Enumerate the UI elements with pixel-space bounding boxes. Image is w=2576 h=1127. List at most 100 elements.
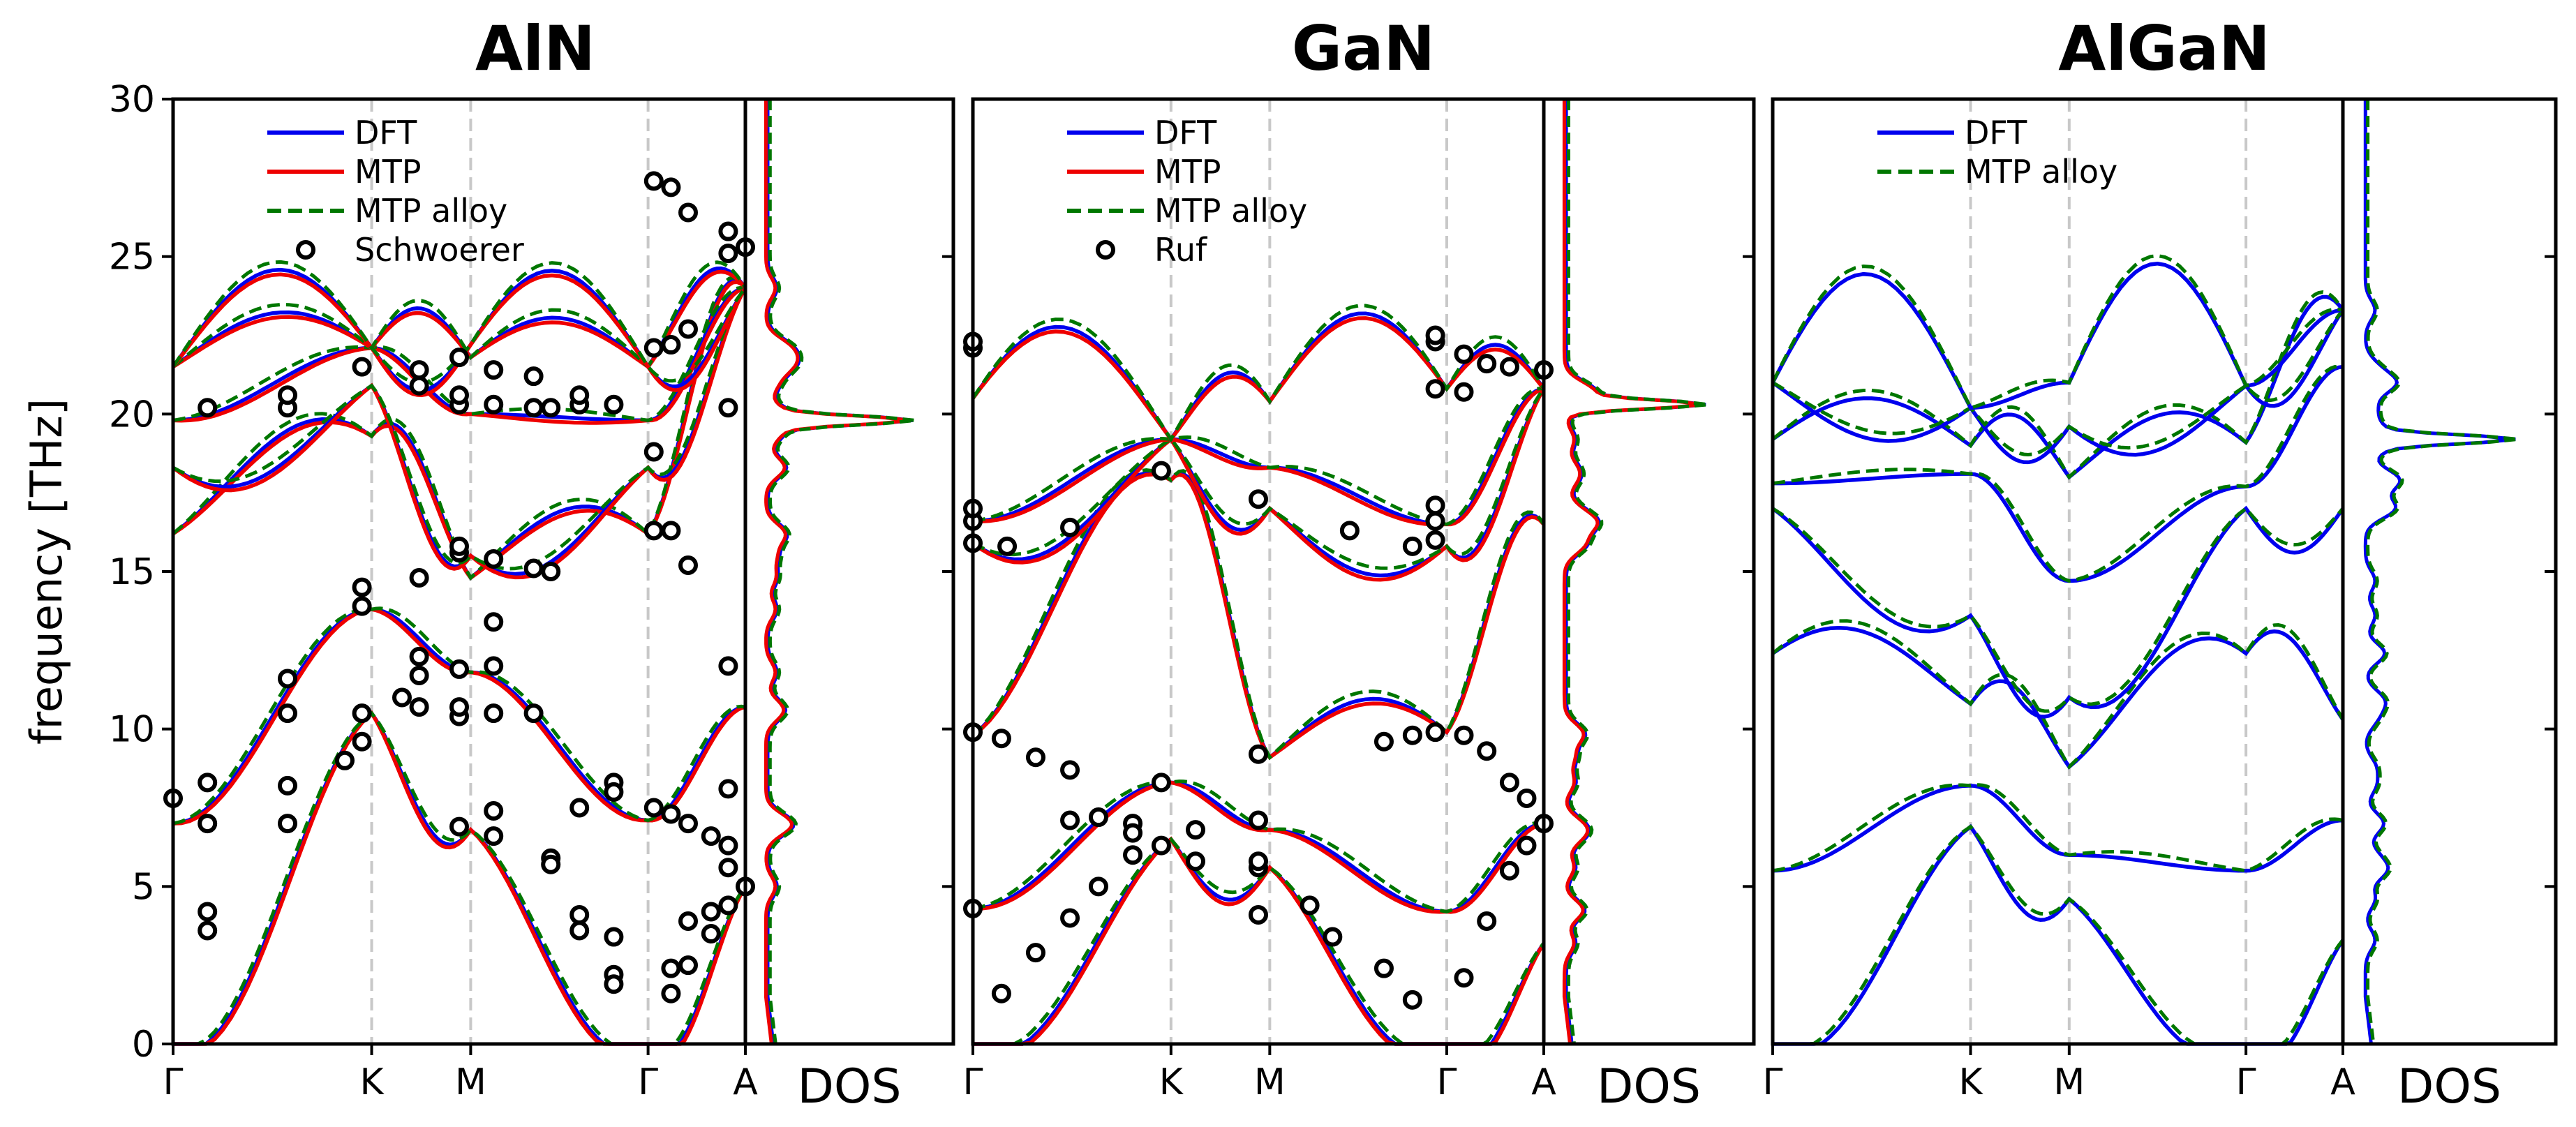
dispersion-branch-dft [1771,505,2345,719]
dispersion-branch-mtp-alloy [172,260,747,370]
experiment-point [1060,760,1080,780]
experiment-point [643,442,664,462]
experiment-point [1249,489,1268,509]
experiment-point [523,703,544,724]
legend-label: MTP [1154,153,1221,191]
dispersion-branch-mtp [172,287,747,580]
dispersion-branch-mtp-alloy [173,710,747,1046]
experiment-point [1025,943,1045,963]
experiment-point [1402,990,1422,1010]
legend-label: DFT [1154,114,1217,151]
experiment-point [718,398,738,418]
experiment-point [449,348,469,368]
dispersion-branch-mtp-alloy [1772,783,2344,873]
experiment-point [1249,744,1268,764]
experiment-point [701,902,721,922]
experiment-point [484,826,504,846]
dispersion-branch-dft [1771,262,2344,410]
experiment-point [1123,845,1143,865]
y-tick-label: 15 [109,551,155,593]
experiment-point [541,854,561,874]
dispersion-branch-mtp-alloy [1773,824,2344,1046]
experiment-point [523,398,544,418]
y-tick-label: 5 [132,866,155,908]
dos-curve-mtp-alloy [768,99,916,1045]
x-tick-label: Γ [638,1061,658,1103]
y-axis-label: frequency [THz] [21,398,72,745]
experiment-point [1454,344,1474,364]
experiment-point [484,394,504,415]
experiment-point [678,202,698,223]
experiment-point [1499,357,1519,377]
experiment-point [449,697,469,717]
x-tick-label: Γ [2236,1061,2256,1103]
experiment-point [409,646,429,666]
experiment-point [718,221,738,241]
experiment-point [661,983,681,1003]
experiment-point [1123,823,1143,843]
experiment-point [991,983,1011,1003]
experiment-point [409,697,429,717]
dispersion-branch-mtp-alloy [1771,619,2345,770]
experiment-point [1186,851,1206,872]
experiment-point [661,177,681,197]
experiment-point [392,687,412,708]
experiment-point [409,665,429,685]
dispersion-branch-mtp-alloy [172,287,747,571]
x-tick-label: Γ [1763,1061,1783,1103]
experiment-point [661,335,681,355]
experiment-point [1425,379,1445,399]
experiment-point [278,669,297,689]
panel-title: AlGaN [2058,13,2270,84]
experiment-point [198,398,218,418]
experiment-point [569,920,590,941]
legend-label: DFT [355,114,417,151]
dispersion-branch-mtp-alloy [172,276,747,581]
dispersion-branch-mtp [971,387,1546,582]
dos-frame [1542,97,1756,1046]
x-tick-label: Γ [1436,1061,1457,1103]
dos-label: DOS [1597,1059,1701,1114]
y-tick-label: 10 [109,709,155,751]
experiment-point [1186,820,1206,840]
experiment-point [661,958,681,978]
dos-curve-mtp-alloy [1566,99,1708,1045]
experiment-point [541,398,561,418]
experiment-point [278,814,297,834]
experiment-point [523,558,544,579]
experiment-point [569,385,590,405]
x-tick-label: K [1958,1061,1983,1103]
dos-label: DOS [797,1059,901,1114]
experiment-point [484,656,504,676]
experiment-point [678,319,698,339]
experiment-point [1477,911,1497,931]
dispersion-branch-mtp-alloy [1771,506,2344,713]
dispersion-branch-mtp-alloy [971,304,1546,443]
experiment-point [991,729,1011,749]
legend-marker [1096,240,1115,260]
experiment-point [1249,851,1268,872]
dispersion-branch-dft [171,267,747,393]
experiment-point [1425,722,1445,742]
experiment-point [718,835,738,856]
experiment-point [352,577,372,597]
experiment-point [1517,835,1537,856]
x-tick-label: M [2053,1061,2085,1103]
experiment-point [718,244,738,264]
experiment-point [661,804,681,824]
experiment-point [661,521,681,541]
experiment-point [1454,968,1474,988]
dos-curve-dft [766,99,914,1045]
dos-label: DOS [2397,1059,2501,1114]
dispersion-branch-dft [1771,294,2345,480]
y-tick-label: 20 [109,394,155,435]
experiment-point [1249,904,1268,925]
dispersion-branch-mtp-alloy [971,387,1546,570]
dispersion-branch-mtp [971,472,1545,761]
experiment-point [718,858,738,878]
experiment-point [1402,725,1422,745]
experiment-point [484,360,504,380]
x-tick-label: A [733,1061,758,1103]
experiment-point [569,798,590,818]
